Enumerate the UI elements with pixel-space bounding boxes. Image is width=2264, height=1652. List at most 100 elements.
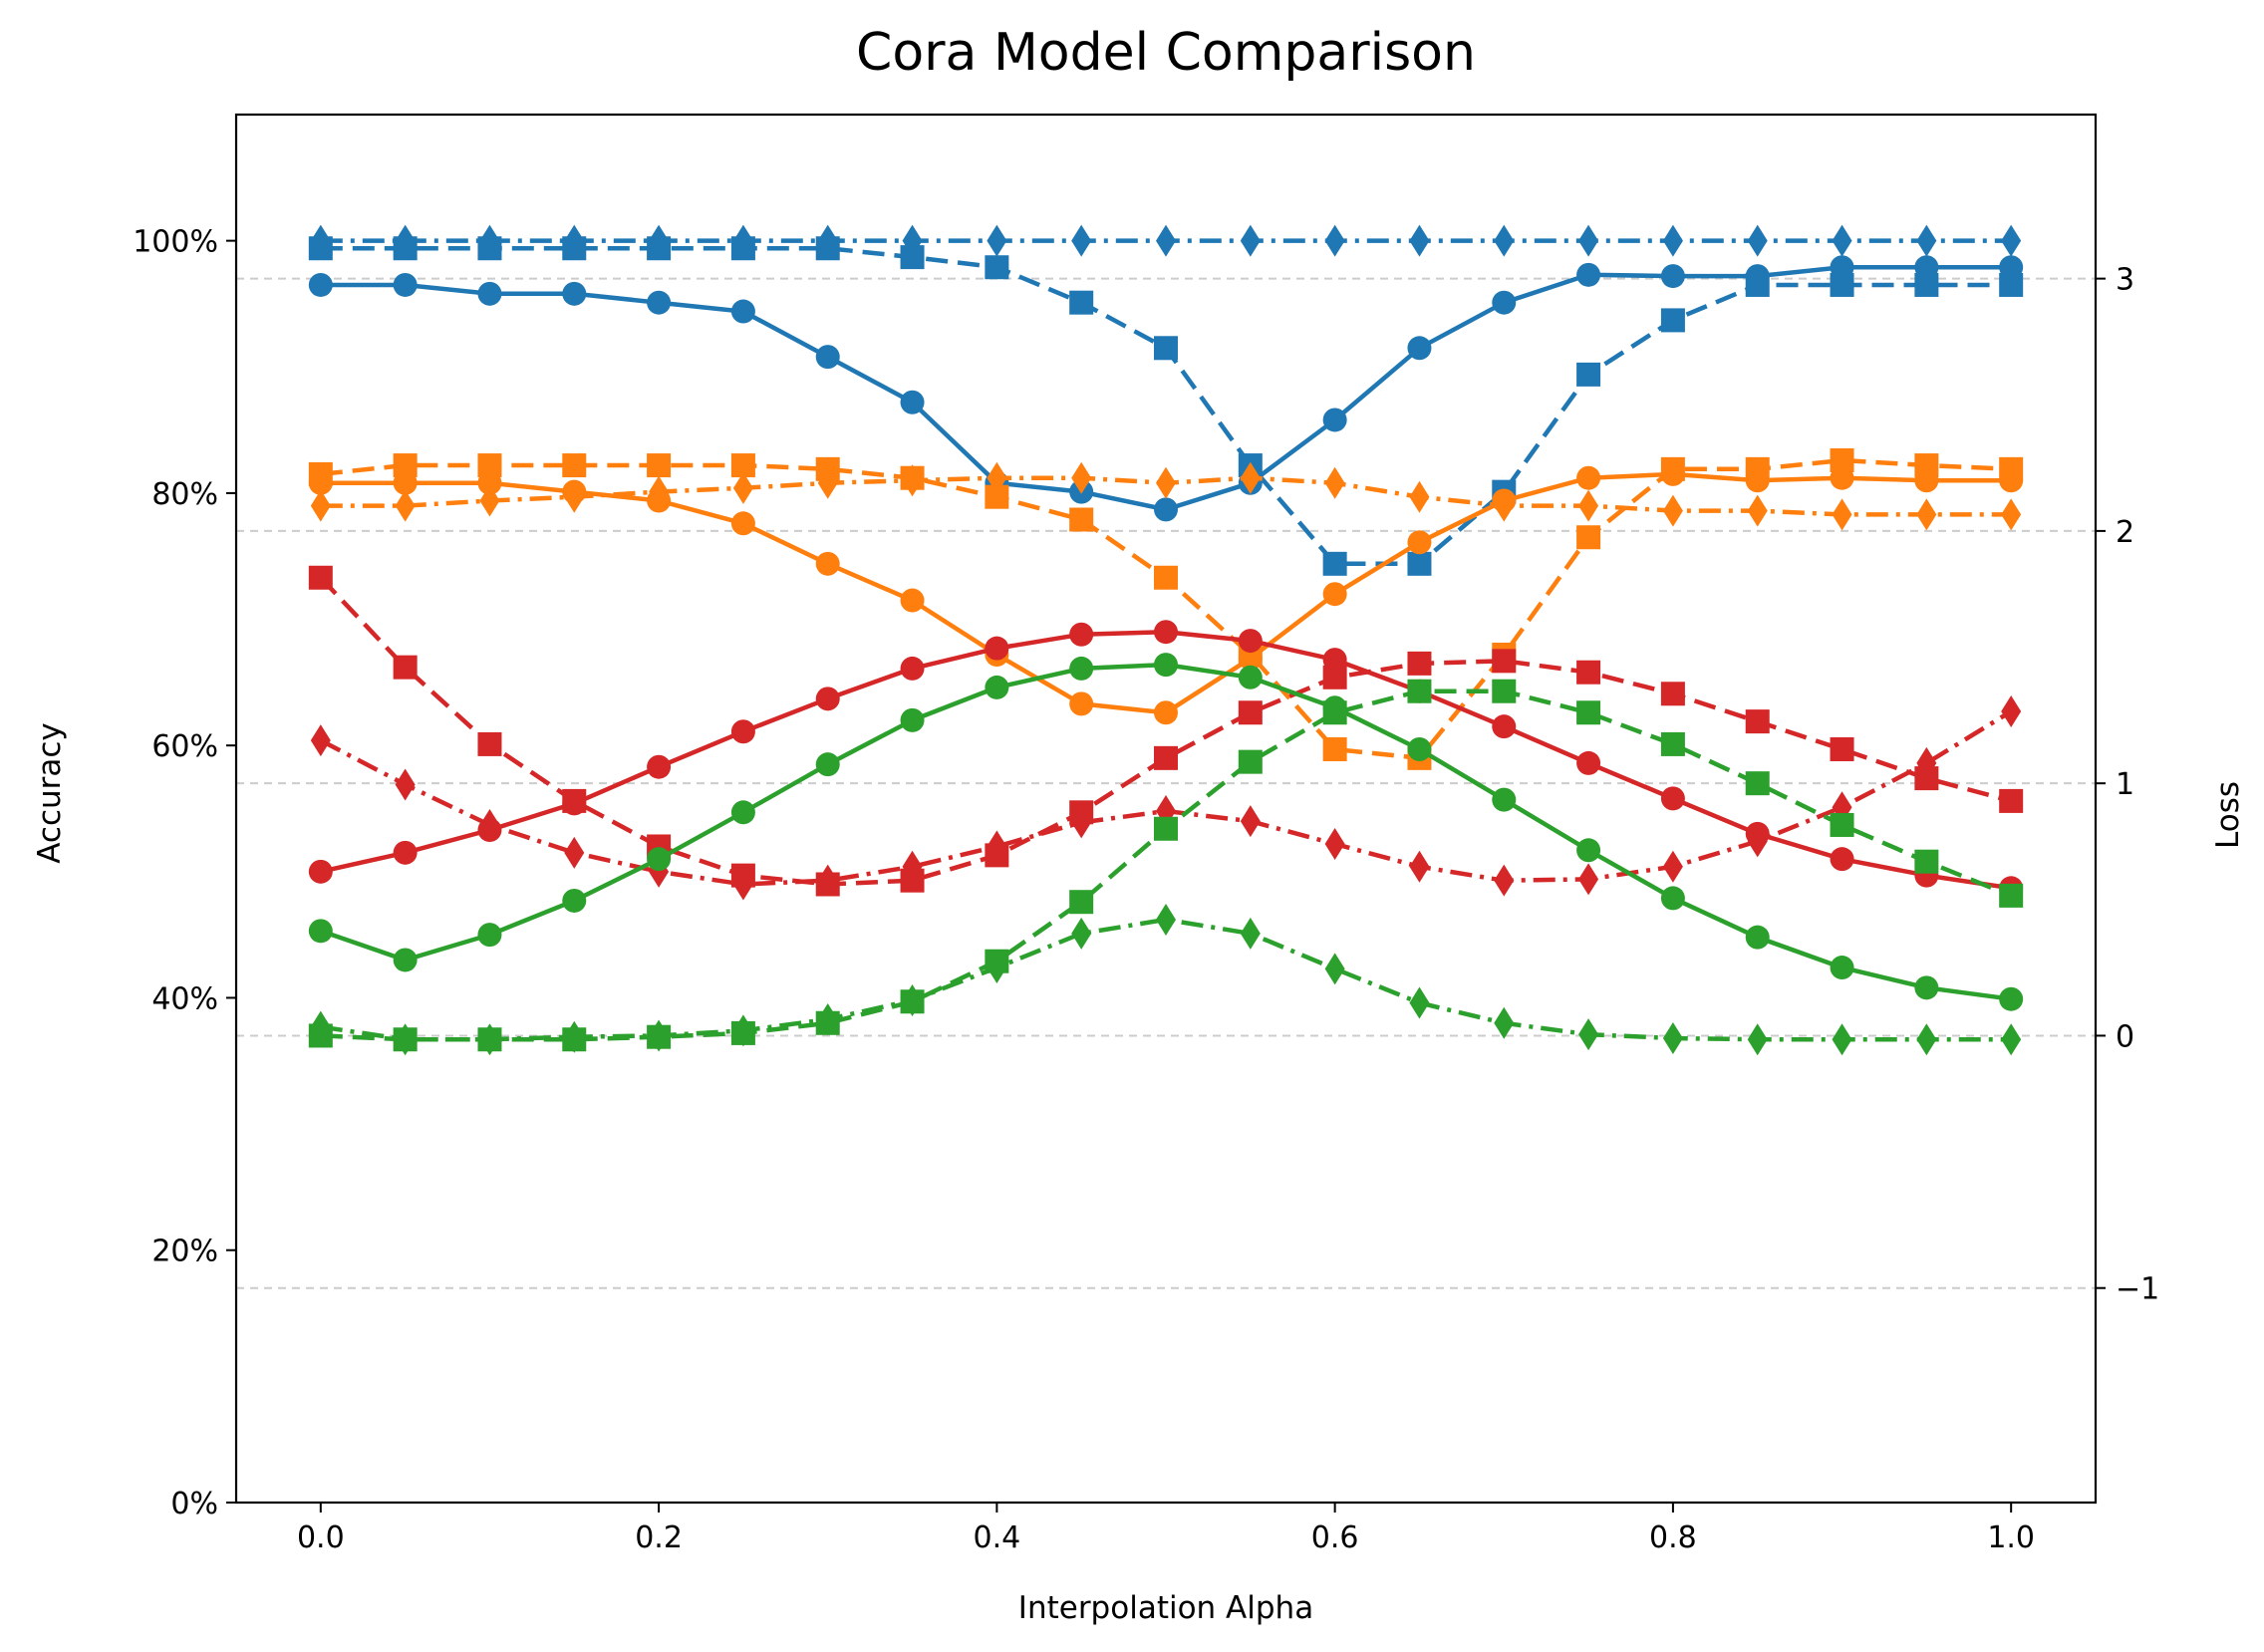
- data-point: [1238, 749, 1263, 774]
- data-point: [1576, 525, 1601, 550]
- data-point: [815, 551, 840, 576]
- data-point: [1576, 700, 1601, 725]
- data-point: [562, 281, 587, 306]
- data-point: [730, 719, 755, 744]
- data-point: [1407, 551, 1432, 576]
- data-point: [308, 859, 333, 884]
- axis-layer: 0.0 0.2 0.4 0.6 0.8 1.0 0% 20% 40% 60% 80% 100% −1 0 1…: [133, 225, 2159, 1555]
- data-point: [1071, 461, 1092, 494]
- data-point: [1576, 465, 1601, 490]
- y-tick-label: 60%: [151, 729, 218, 764]
- data-point: [1830, 956, 1854, 980]
- data-point: [393, 948, 418, 972]
- data-point: [647, 754, 672, 779]
- series-line: [320, 917, 2012, 1042]
- data-point: [987, 952, 1007, 984]
- y-tick-label: 100%: [133, 225, 218, 260]
- data-point: [310, 224, 331, 257]
- data-point: [1154, 620, 1178, 645]
- data-point: [1745, 272, 1770, 297]
- data-point: [1240, 917, 1261, 950]
- data-point: [1832, 1023, 1852, 1056]
- data-point: [1494, 1006, 1515, 1039]
- data-point: [1660, 786, 1685, 811]
- data-point: [1069, 890, 1094, 915]
- data-point: [393, 272, 418, 297]
- data-point: [1745, 709, 1770, 734]
- data-point: [1324, 827, 1345, 860]
- data-point: [1492, 787, 1517, 812]
- x-tick-label: 0.6: [1311, 1520, 1359, 1555]
- data-point: [1745, 925, 1770, 950]
- data-point: [564, 480, 585, 513]
- data-point: [732, 224, 753, 257]
- data-point: [649, 475, 670, 508]
- data-point: [900, 588, 925, 613]
- data-point: [1999, 456, 2024, 481]
- data-point: [1492, 290, 1517, 315]
- chart-title: Cora Model Comparison: [856, 23, 1476, 83]
- data-point: [1660, 731, 1685, 756]
- data-point: [1576, 660, 1601, 685]
- data-point: [1409, 986, 1430, 1019]
- data-point: [902, 224, 923, 257]
- data-point: [1494, 224, 1515, 257]
- data-point: [1830, 736, 1854, 761]
- data-point: [1999, 272, 2024, 297]
- data-point: [395, 1023, 416, 1056]
- data-point: [1069, 290, 1094, 315]
- data-point: [393, 655, 418, 680]
- y-tick-label: 0%: [170, 1487, 218, 1521]
- data-point: [1576, 262, 1601, 287]
- data-point: [815, 687, 840, 711]
- data-point: [1662, 1021, 1683, 1054]
- data-point: [310, 489, 331, 522]
- data-point: [1914, 453, 1939, 478]
- data-point: [1830, 812, 1854, 837]
- data-point: [1407, 336, 1432, 361]
- data-point: [1324, 466, 1345, 499]
- data-point: [1916, 224, 1937, 257]
- data-point: [479, 808, 500, 841]
- data-point: [1322, 665, 1347, 689]
- data-point: [730, 299, 755, 324]
- x-axis-title: Interpolation Alpha: [1018, 1590, 1313, 1626]
- data-point: [900, 707, 925, 732]
- data-point: [1494, 489, 1515, 522]
- data-point: [1747, 825, 1768, 858]
- data-point: [1322, 700, 1347, 725]
- data-point: [817, 864, 838, 897]
- y2-axis-title: Loss: [2210, 781, 2246, 849]
- data-point: [564, 836, 585, 869]
- x-tick-label: 0.8: [1649, 1520, 1697, 1555]
- data-point: [1407, 679, 1432, 703]
- data-point: [1747, 494, 1768, 527]
- y-tick-label: 20%: [151, 1235, 218, 1269]
- data-point: [1322, 582, 1347, 607]
- y2-tick-label: 1: [2116, 767, 2134, 802]
- data-point: [1322, 736, 1347, 761]
- data-point: [1832, 498, 1852, 531]
- data-point: [1830, 272, 1854, 297]
- data-point: [985, 255, 1009, 280]
- data-point: [1240, 461, 1261, 494]
- data-point: [1747, 224, 1768, 257]
- data-point: [1069, 507, 1094, 532]
- data-point: [1492, 679, 1517, 703]
- x-tick-label: 0.0: [297, 1520, 345, 1555]
- data-point: [815, 752, 840, 777]
- data-point: [1154, 497, 1178, 522]
- data-point: [1238, 629, 1263, 654]
- data-point: [1660, 886, 1685, 911]
- data-point: [1154, 745, 1178, 770]
- data-point: [1409, 224, 1430, 257]
- data-point: [817, 466, 838, 499]
- data-point: [1832, 224, 1852, 257]
- data-point: [1069, 691, 1094, 716]
- data-point: [1914, 849, 1939, 874]
- data-point: [1747, 1023, 1768, 1056]
- data-point: [1914, 272, 1939, 297]
- data-point: [1409, 480, 1430, 513]
